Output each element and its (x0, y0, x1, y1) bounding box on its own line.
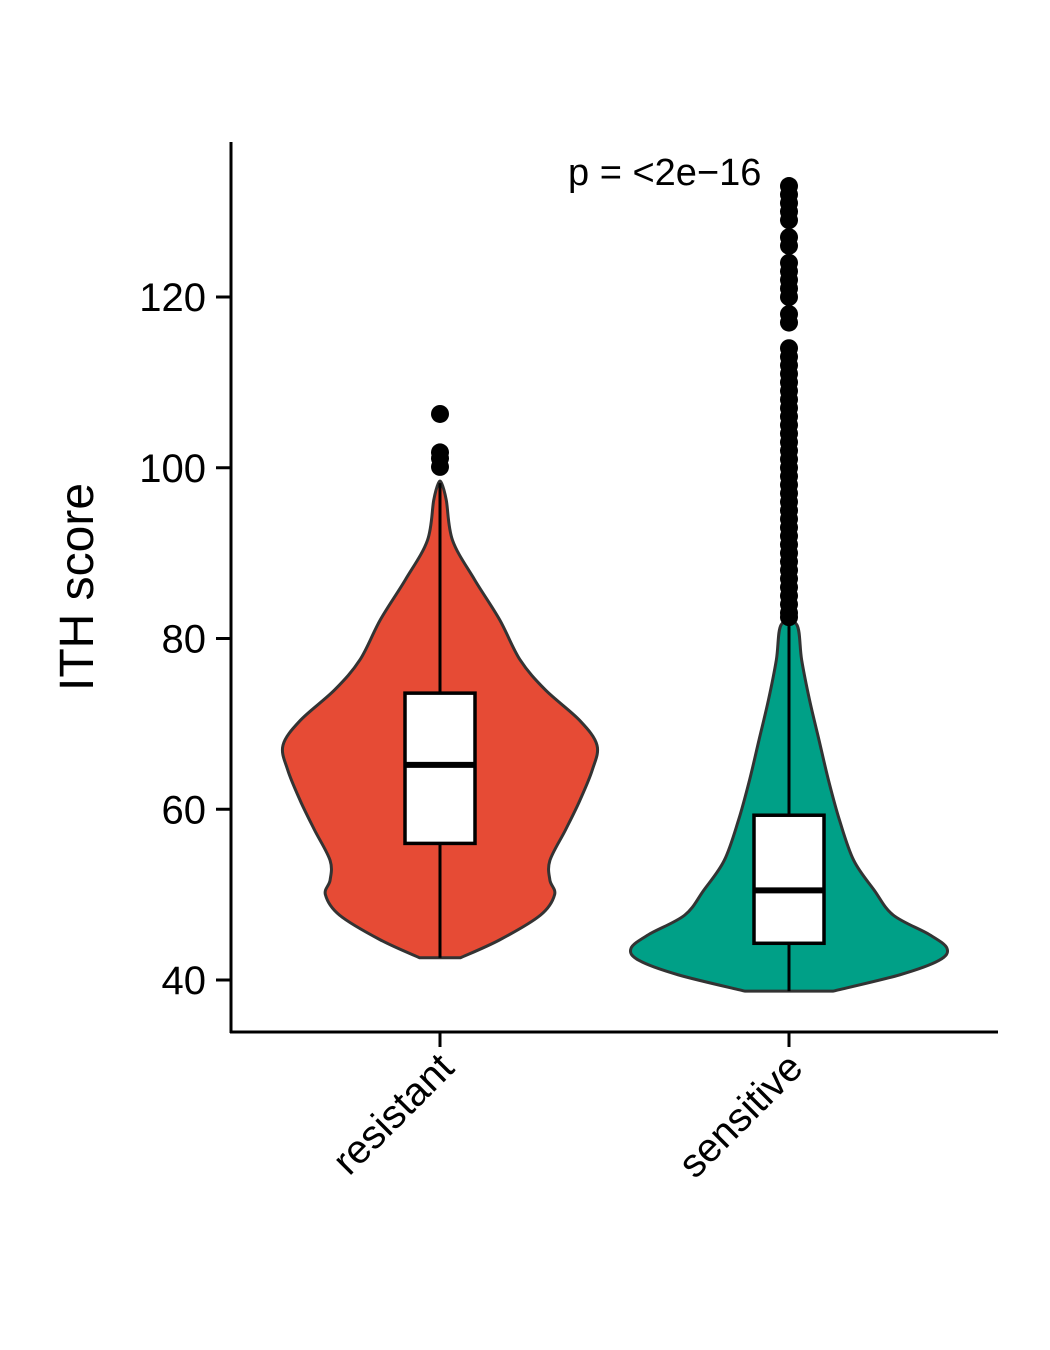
outlier-point (780, 177, 798, 196)
box-resistant (403, 691, 477, 846)
p-value-annotation: p = <2e−16 (568, 152, 761, 194)
y-tick-label: 100 (139, 447, 206, 491)
y-tick-label: 120 (139, 276, 206, 320)
box-sensitive (752, 813, 826, 946)
x-axis-ticks: resistant sensitive (324, 1032, 811, 1186)
y-tick-label: 80 (162, 618, 207, 662)
plot-area (280, 177, 950, 993)
outlier-point (431, 443, 449, 462)
y-tick-label: 60 (162, 788, 207, 832)
outlier-point (780, 228, 798, 247)
outlier-point (780, 305, 798, 324)
outlier-point (780, 339, 798, 358)
outlier-point (431, 404, 449, 423)
x-tick-label-resistant: resistant (324, 1045, 462, 1183)
outlier-point (780, 253, 798, 272)
y-tick-label: 40 (162, 959, 207, 1003)
y-axis-label: ITH score (51, 483, 104, 691)
y-axis-ticks: 40 60 80 100 120 (139, 276, 231, 1003)
x-tick-label-sensitive: sensitive (670, 1045, 811, 1186)
